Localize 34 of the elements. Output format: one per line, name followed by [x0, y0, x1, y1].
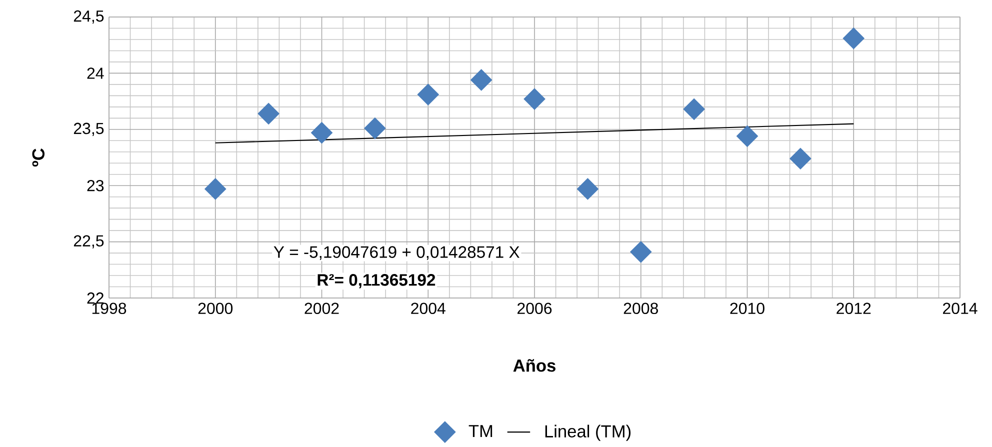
y-tick-label: 24: [87, 68, 104, 79]
point: [576, 178, 598, 200]
y-axis-title: ºC: [32, 148, 45, 167]
x-tick-label: 2004: [411, 302, 446, 314]
point: [417, 84, 439, 106]
point: [258, 102, 280, 124]
x-tick-label: 2006: [518, 302, 552, 314]
point: [364, 118, 386, 139]
legend-label: Lineal (TM): [545, 424, 631, 441]
x-tick-label: 2002: [304, 302, 339, 314]
annotation: Y = -5,19047619 + 0,01428571 X: [274, 246, 520, 260]
point: [683, 98, 705, 120]
y-tick-label: 23: [87, 180, 104, 192]
x-axis-title: Años: [513, 359, 556, 372]
x-tick-label: 2008: [624, 302, 658, 314]
y-tick-label: 24,5: [74, 10, 104, 24]
point: [842, 28, 864, 50]
point: [470, 69, 492, 91]
point: [524, 88, 546, 110]
x-tick-label: 2014: [943, 302, 978, 314]
y-tick-label: 22: [87, 292, 104, 304]
x-tick-label: 2012: [836, 302, 871, 314]
point: [311, 122, 332, 144]
point: [790, 148, 812, 170]
legend-label: TM: [468, 425, 492, 437]
annotation: R²= 0,11365192: [318, 274, 436, 288]
point: [630, 241, 652, 263]
x-tick-label: 2010: [730, 302, 764, 314]
y-tick-label: 23,5: [74, 122, 104, 136]
point: [736, 125, 758, 147]
x-tick-label: 2000: [198, 302, 233, 314]
x-tick-label: 1998: [92, 302, 126, 314]
y-tick-label: 22,5: [74, 235, 104, 248]
point: [204, 178, 226, 200]
